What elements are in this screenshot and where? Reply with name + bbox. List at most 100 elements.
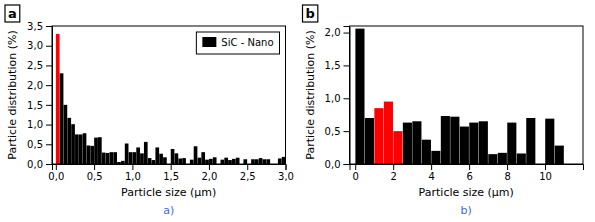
bar (479, 121, 488, 164)
x-axis-tick-label: 0,5 (87, 171, 103, 182)
y-axis-tick-mark (46, 105, 52, 106)
bar (171, 149, 175, 164)
legend-label: SiC - Nano (221, 37, 273, 48)
bar (194, 146, 198, 164)
bar (266, 159, 270, 164)
y-axis-tick-mark (46, 85, 52, 86)
x-axis-tick-mark (132, 164, 133, 170)
x-axis-tick: 2 (390, 164, 396, 182)
bar (469, 123, 478, 164)
x-axis: 0,0 0,5 1,0 1,5 2,0 2,5 3,0 (48, 164, 294, 182)
y-axis-tick-label: 2,0 (27, 80, 43, 91)
bar (498, 153, 507, 164)
x-axis-tick: 2,0 (201, 164, 217, 182)
bar (517, 153, 526, 164)
x-axis-tick-mark (507, 164, 508, 170)
bar (75, 134, 79, 164)
y-axis-tick: 0,0 (325, 159, 350, 170)
chart-canvas: 0,00,51,01,52,02,53,00,00,51,01,52,02,53… (0, 0, 595, 222)
bar (87, 145, 91, 164)
x-axis-tick-mark (56, 164, 57, 170)
y-axis-tick-label: 1,5 (27, 100, 43, 111)
bar (403, 123, 412, 164)
x-axis-tick: 0,0 (48, 164, 64, 182)
x-axis-tick: 1,5 (163, 164, 179, 182)
panel-label-text: b (306, 6, 315, 21)
bar (259, 158, 263, 164)
bar (263, 159, 267, 164)
y-axis-tick-mark (46, 144, 52, 145)
x-axis-tick: 0 (353, 164, 359, 182)
bar (221, 160, 225, 164)
x-axis-title: Particle size (μm) (121, 186, 216, 199)
x-axis-tick-label: 3,0 (278, 171, 294, 182)
x-axis-tick-label: 2,5 (240, 171, 256, 182)
y-axis-tick: 0,0 (27, 159, 52, 170)
bar (507, 123, 516, 164)
bar (64, 105, 68, 164)
x-axis-tick-label: 6 (466, 171, 472, 182)
y-axis-tick-mark (46, 65, 52, 66)
bar (431, 151, 440, 164)
y-axis-tick: 1,0 (27, 119, 52, 130)
panel-label-box (303, 5, 318, 22)
bar (106, 153, 110, 164)
bar (205, 160, 209, 164)
x-axis-tick: 1,0 (125, 164, 141, 182)
x-axis-tick-mark (247, 164, 248, 170)
x-axis-tick-label: 10 (539, 171, 552, 182)
y-axis-tick: 0,5 (325, 126, 350, 137)
bar (450, 117, 459, 164)
bar (152, 160, 156, 164)
x-axis: 0246810 (350, 164, 584, 182)
bar (545, 119, 554, 164)
bar (90, 146, 94, 164)
plot-frame (52, 26, 286, 164)
bar (243, 159, 247, 164)
bar (255, 159, 259, 164)
panel: 02468100,00,51,01,52,0Particle size (μm)… (303, 5, 584, 217)
y-axis-tick: 3,0 (27, 40, 52, 51)
bar (140, 153, 144, 164)
y-axis-tick-label: 3,0 (27, 40, 43, 51)
legend: SiC - Nano (196, 32, 279, 54)
bar (460, 127, 469, 164)
y-axis-tick-mark (344, 33, 350, 34)
bar (159, 154, 163, 164)
bar (555, 146, 564, 164)
y-axis-tick-label: 0,5 (325, 126, 341, 137)
bars (355, 29, 563, 164)
bar (71, 124, 75, 164)
bar (109, 152, 113, 164)
bar (148, 158, 152, 164)
bar (60, 73, 64, 164)
y-axis: 0,00,51,01,52,0 (325, 27, 350, 170)
y-axis-tick-label: 1,5 (325, 60, 341, 71)
y-axis-tick-label: 0,5 (27, 139, 43, 150)
x-axis-tick: 2,5 (240, 164, 256, 182)
y-axis-tick: 1,5 (27, 100, 52, 111)
plot-frame (350, 26, 584, 164)
x-axis-tick: 6 (466, 164, 472, 182)
bar (144, 142, 148, 164)
x-axis-tick-mark (286, 164, 287, 170)
x-axis-tick-label: 0 (353, 171, 359, 182)
y-axis: 0,00,51,01,52,02,53,03,5 (27, 21, 52, 170)
bar (384, 102, 393, 164)
bar (163, 157, 167, 164)
bar (213, 157, 217, 164)
bar (125, 143, 129, 164)
x-axis-tick-mark (355, 164, 356, 170)
x-axis-tick-label: 1,5 (163, 171, 179, 182)
y-axis-tick-mark (46, 46, 52, 47)
bar (94, 138, 98, 164)
bar (136, 147, 140, 164)
y-axis-tick: 3,5 (27, 21, 52, 32)
y-axis-tick-label: 0,0 (27, 159, 43, 170)
bar (278, 158, 282, 164)
y-axis-tick-mark (46, 125, 52, 126)
x-axis-tick: 4 (428, 164, 434, 182)
bar (393, 131, 402, 164)
y-axis-tick-mark (46, 26, 52, 27)
bar (251, 159, 255, 164)
